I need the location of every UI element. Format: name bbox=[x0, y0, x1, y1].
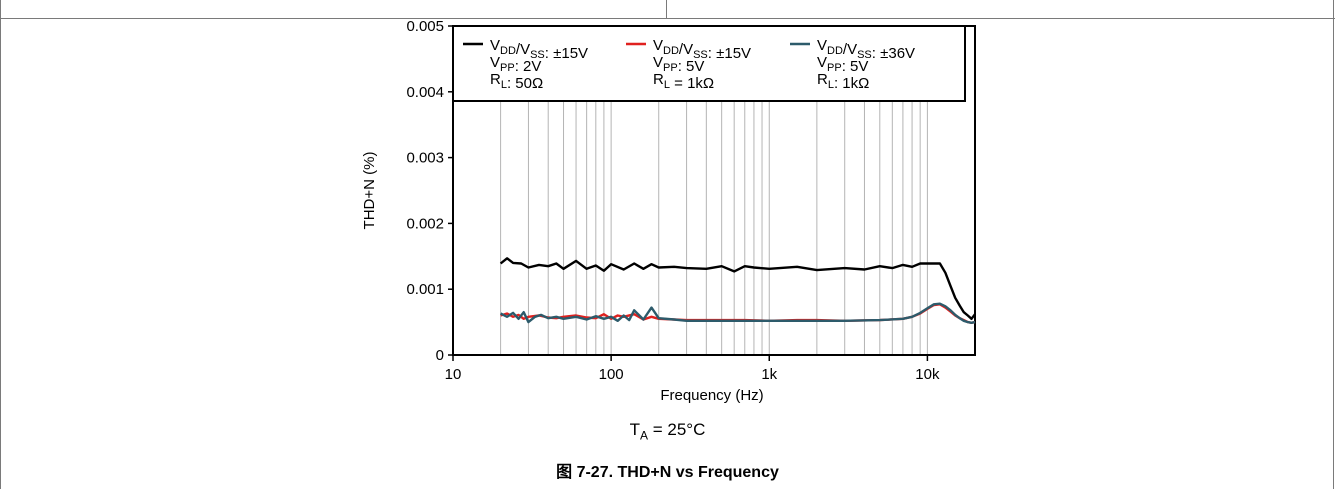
y-tick-label: 0.001 bbox=[406, 281, 444, 298]
table-column-divider bbox=[666, 0, 667, 18]
thdn-vs-frequency-chart: 0 0.001 0.002 0.003 0.004 0.005 10 100 1k 10k Freq… bbox=[361, 18, 976, 404]
legend-entry-line1: VDD/VSS: ±15V bbox=[653, 37, 751, 62]
table-top-border bbox=[0, 0, 1335, 19]
condition-subscript: A bbox=[640, 428, 649, 443]
x-tick-label: 1k bbox=[761, 366, 777, 383]
y-tick-label: 0.005 bbox=[406, 18, 444, 35]
x-axis-label: Frequency (Hz) bbox=[660, 387, 763, 404]
temperature-condition: TA = 25°C bbox=[0, 420, 1335, 442]
x-tick-label: 100 bbox=[599, 366, 624, 383]
legend-box bbox=[452, 25, 966, 102]
legend-entry-line2: VPP: 5V bbox=[817, 54, 868, 75]
x-tick-label: 10k bbox=[915, 366, 940, 383]
figure-caption: 图 7-27. THD+N vs Frequency bbox=[556, 464, 779, 481]
table-right-border bbox=[1333, 0, 1334, 489]
legend-entry-line2: VPP: 5V bbox=[653, 54, 704, 75]
condition-prefix: T bbox=[629, 420, 640, 439]
x-tick-label: 10 bbox=[445, 366, 462, 383]
legend-entry-line1: VDD/VSS: ±36V bbox=[817, 37, 915, 62]
table-left-border bbox=[0, 0, 1, 489]
legend-entry-line2: VPP: 2V bbox=[490, 54, 541, 75]
series-line-3 bbox=[500, 302, 976, 324]
y-tick-label: 0.004 bbox=[406, 84, 444, 101]
legend-entry-line3: RL: 1kΩ bbox=[817, 71, 869, 92]
y-axis-label: THD+N (%) bbox=[361, 152, 378, 230]
legend-entry-line1: VDD/VSS: ±15V bbox=[490, 37, 588, 62]
y-tick-label: 0.002 bbox=[406, 215, 444, 232]
condition-value: = 25°C bbox=[648, 420, 706, 439]
legend-entry-line3: RL: 50Ω bbox=[490, 71, 543, 92]
y-tick-label: 0 bbox=[436, 347, 444, 364]
series-line-1 bbox=[499, 257, 976, 320]
legend-entry-line3: RL = 1kΩ bbox=[653, 71, 714, 92]
y-tick-label: 0.003 bbox=[406, 150, 444, 167]
